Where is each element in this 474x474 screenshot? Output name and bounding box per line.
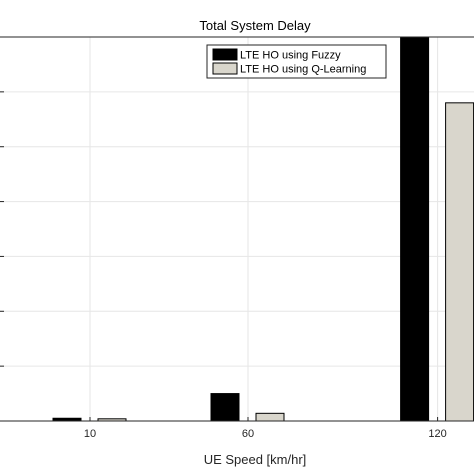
bar-fuzzy-120	[400, 36, 430, 422]
bars	[52, 36, 474, 422]
axes	[0, 36, 474, 422]
x-tick-label: 120	[428, 428, 446, 440]
legend-label-fuzzy: LTE HO using Fuzzy	[240, 50, 341, 62]
bar-qlearning-120	[445, 102, 474, 422]
bar-fuzzy-60	[210, 393, 240, 422]
legend-label-qlearning: LTE HO using Q-Learning	[240, 64, 366, 76]
x-tick-label: 60	[242, 428, 254, 440]
x-ticks: 10 60 120	[84, 417, 447, 440]
legend-swatch-qlearning	[212, 62, 238, 75]
x-axis-label: UE Speed [km/hr]	[204, 452, 307, 467]
legend-swatch-fuzzy	[212, 48, 238, 61]
grid	[0, 37, 474, 421]
x-tick-label: 10	[84, 428, 96, 440]
bar-qlearning-60	[255, 412, 285, 422]
chart-title: Total System Delay	[199, 18, 311, 33]
legend: LTE HO using Fuzzy LTE HO using Q-Learni…	[206, 44, 387, 79]
